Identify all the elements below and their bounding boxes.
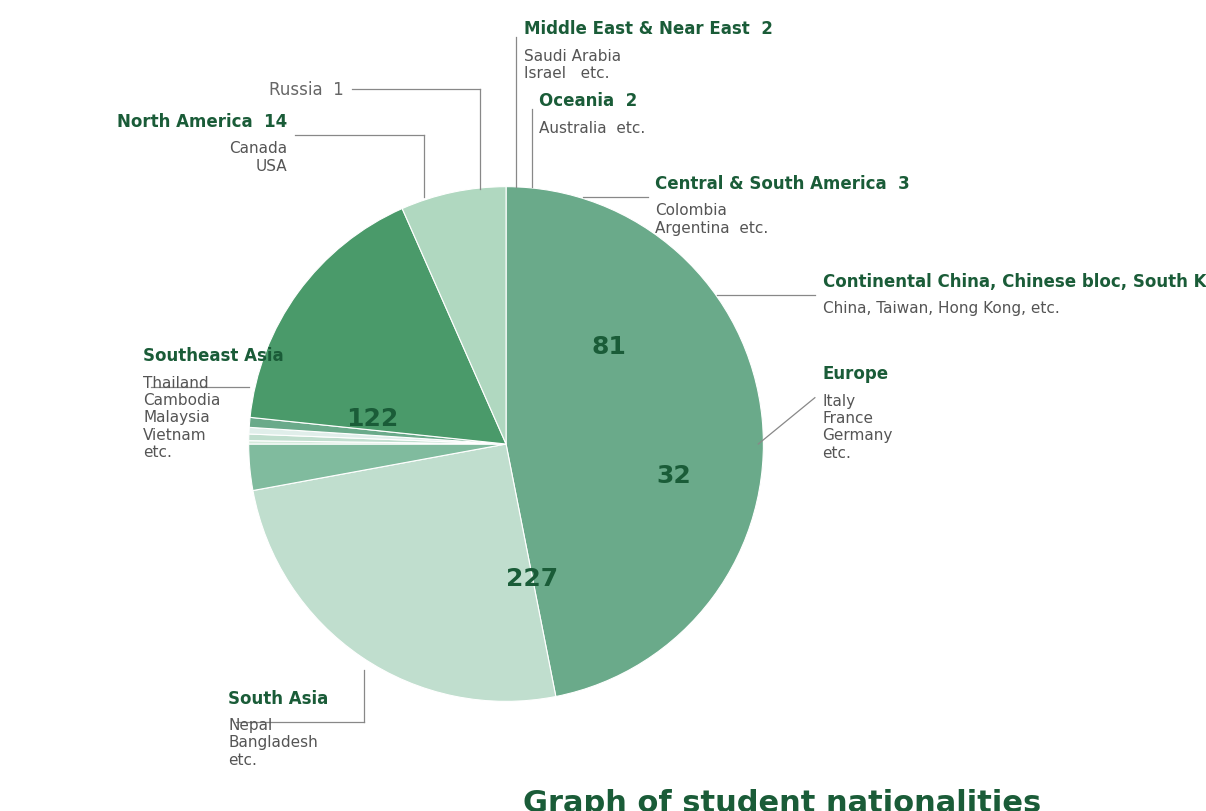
Wedge shape bbox=[248, 441, 507, 444]
Text: Thailand
Cambodia
Malaysia
Vietnam
etc.: Thailand Cambodia Malaysia Vietnam etc. bbox=[144, 375, 221, 460]
Text: Southeast Asia: Southeast Asia bbox=[144, 347, 283, 365]
Wedge shape bbox=[402, 187, 507, 444]
Text: Saudi Arabia
Israel   etc.: Saudi Arabia Israel etc. bbox=[525, 49, 621, 81]
Text: Colombia
Argentina  etc.: Colombia Argentina etc. bbox=[655, 203, 768, 235]
Text: Oceania  2: Oceania 2 bbox=[539, 92, 638, 110]
Text: China, Taiwan, Hong Kong, etc.: China, Taiwan, Hong Kong, etc. bbox=[822, 301, 1059, 315]
Text: South Asia: South Asia bbox=[228, 689, 328, 706]
Text: Central & South America  3: Central & South America 3 bbox=[655, 174, 911, 192]
Text: Graph of student nationalities: Graph of student nationalities bbox=[523, 788, 1041, 811]
Text: Australia  etc.: Australia etc. bbox=[539, 121, 645, 135]
Text: Middle East & Near East  2: Middle East & Near East 2 bbox=[525, 20, 773, 38]
Text: 32: 32 bbox=[656, 463, 691, 487]
Wedge shape bbox=[507, 187, 763, 697]
Wedge shape bbox=[248, 427, 507, 444]
Text: North America  14: North America 14 bbox=[117, 113, 287, 131]
Wedge shape bbox=[248, 444, 507, 491]
Wedge shape bbox=[253, 444, 556, 702]
Wedge shape bbox=[250, 209, 507, 444]
Text: Continental China, Chinese bloc, South Korea: Continental China, Chinese bloc, South K… bbox=[822, 272, 1206, 290]
Text: 122: 122 bbox=[346, 407, 398, 431]
Text: 227: 227 bbox=[505, 566, 558, 590]
Text: Europe: Europe bbox=[822, 365, 889, 383]
Text: Nepal
Bangladesh
etc.: Nepal Bangladesh etc. bbox=[228, 717, 318, 766]
Wedge shape bbox=[250, 418, 507, 444]
Text: Russia  1: Russia 1 bbox=[269, 81, 344, 99]
Text: 81: 81 bbox=[592, 335, 626, 358]
Text: Canada
USA: Canada USA bbox=[229, 141, 287, 174]
Text: Italy
France
Germany
etc.: Italy France Germany etc. bbox=[822, 393, 892, 460]
Wedge shape bbox=[248, 435, 507, 444]
